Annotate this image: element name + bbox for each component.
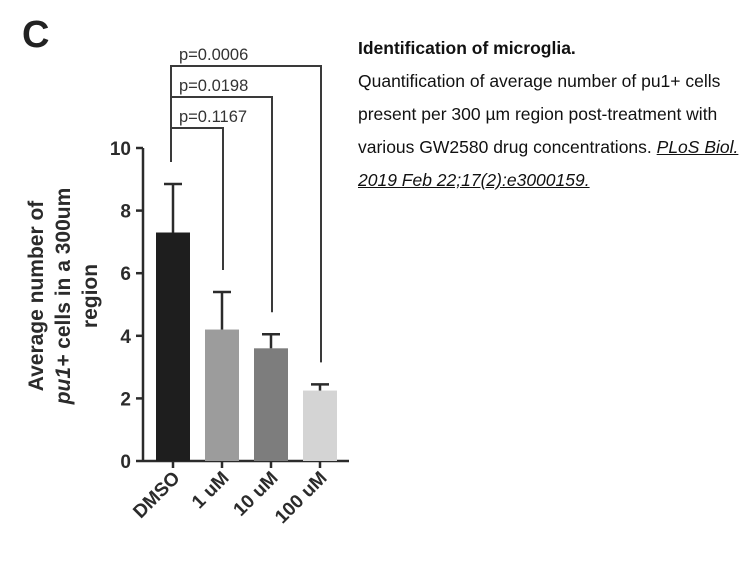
citation-link[interactable]: PLoS Biol. 2019 Feb 22;17(2):e3000159. — [358, 137, 739, 190]
bar — [254, 348, 288, 461]
bar — [156, 232, 190, 461]
caption-title: Identification of microglia. — [358, 38, 576, 58]
p-value-label: p=0.0006 — [179, 46, 248, 64]
significance-bracket — [170, 65, 322, 363]
y-tick-label: 2 — [120, 389, 131, 410]
y-tick-label: 8 — [120, 202, 131, 223]
caption-body: Quantification of average number of pu1+… — [358, 71, 721, 157]
panel-letter: C — [22, 14, 50, 56]
x-tick-label: DMSO — [129, 468, 184, 523]
bar — [205, 329, 239, 461]
y-tick-label: 0 — [120, 452, 131, 473]
x-tick-label: 1 uM — [188, 468, 233, 513]
y-axis-label-line: Average number of — [25, 200, 48, 392]
y-tick-label: 10 — [110, 139, 131, 160]
p-value-label: p=0.0198 — [179, 77, 248, 95]
x-tick-label: 100 uM — [271, 468, 331, 528]
y-tick-label: 6 — [120, 264, 131, 285]
p-value-label: p=0.1167 — [179, 108, 247, 126]
y-axis-label-line: pu1+ cells in a 300um — [52, 188, 75, 406]
caption: Identification of microglia. Quantificat… — [358, 32, 748, 197]
y-tick-label: 4 — [120, 327, 131, 348]
bar — [303, 390, 337, 461]
y-axis-label-line: region — [79, 264, 102, 328]
